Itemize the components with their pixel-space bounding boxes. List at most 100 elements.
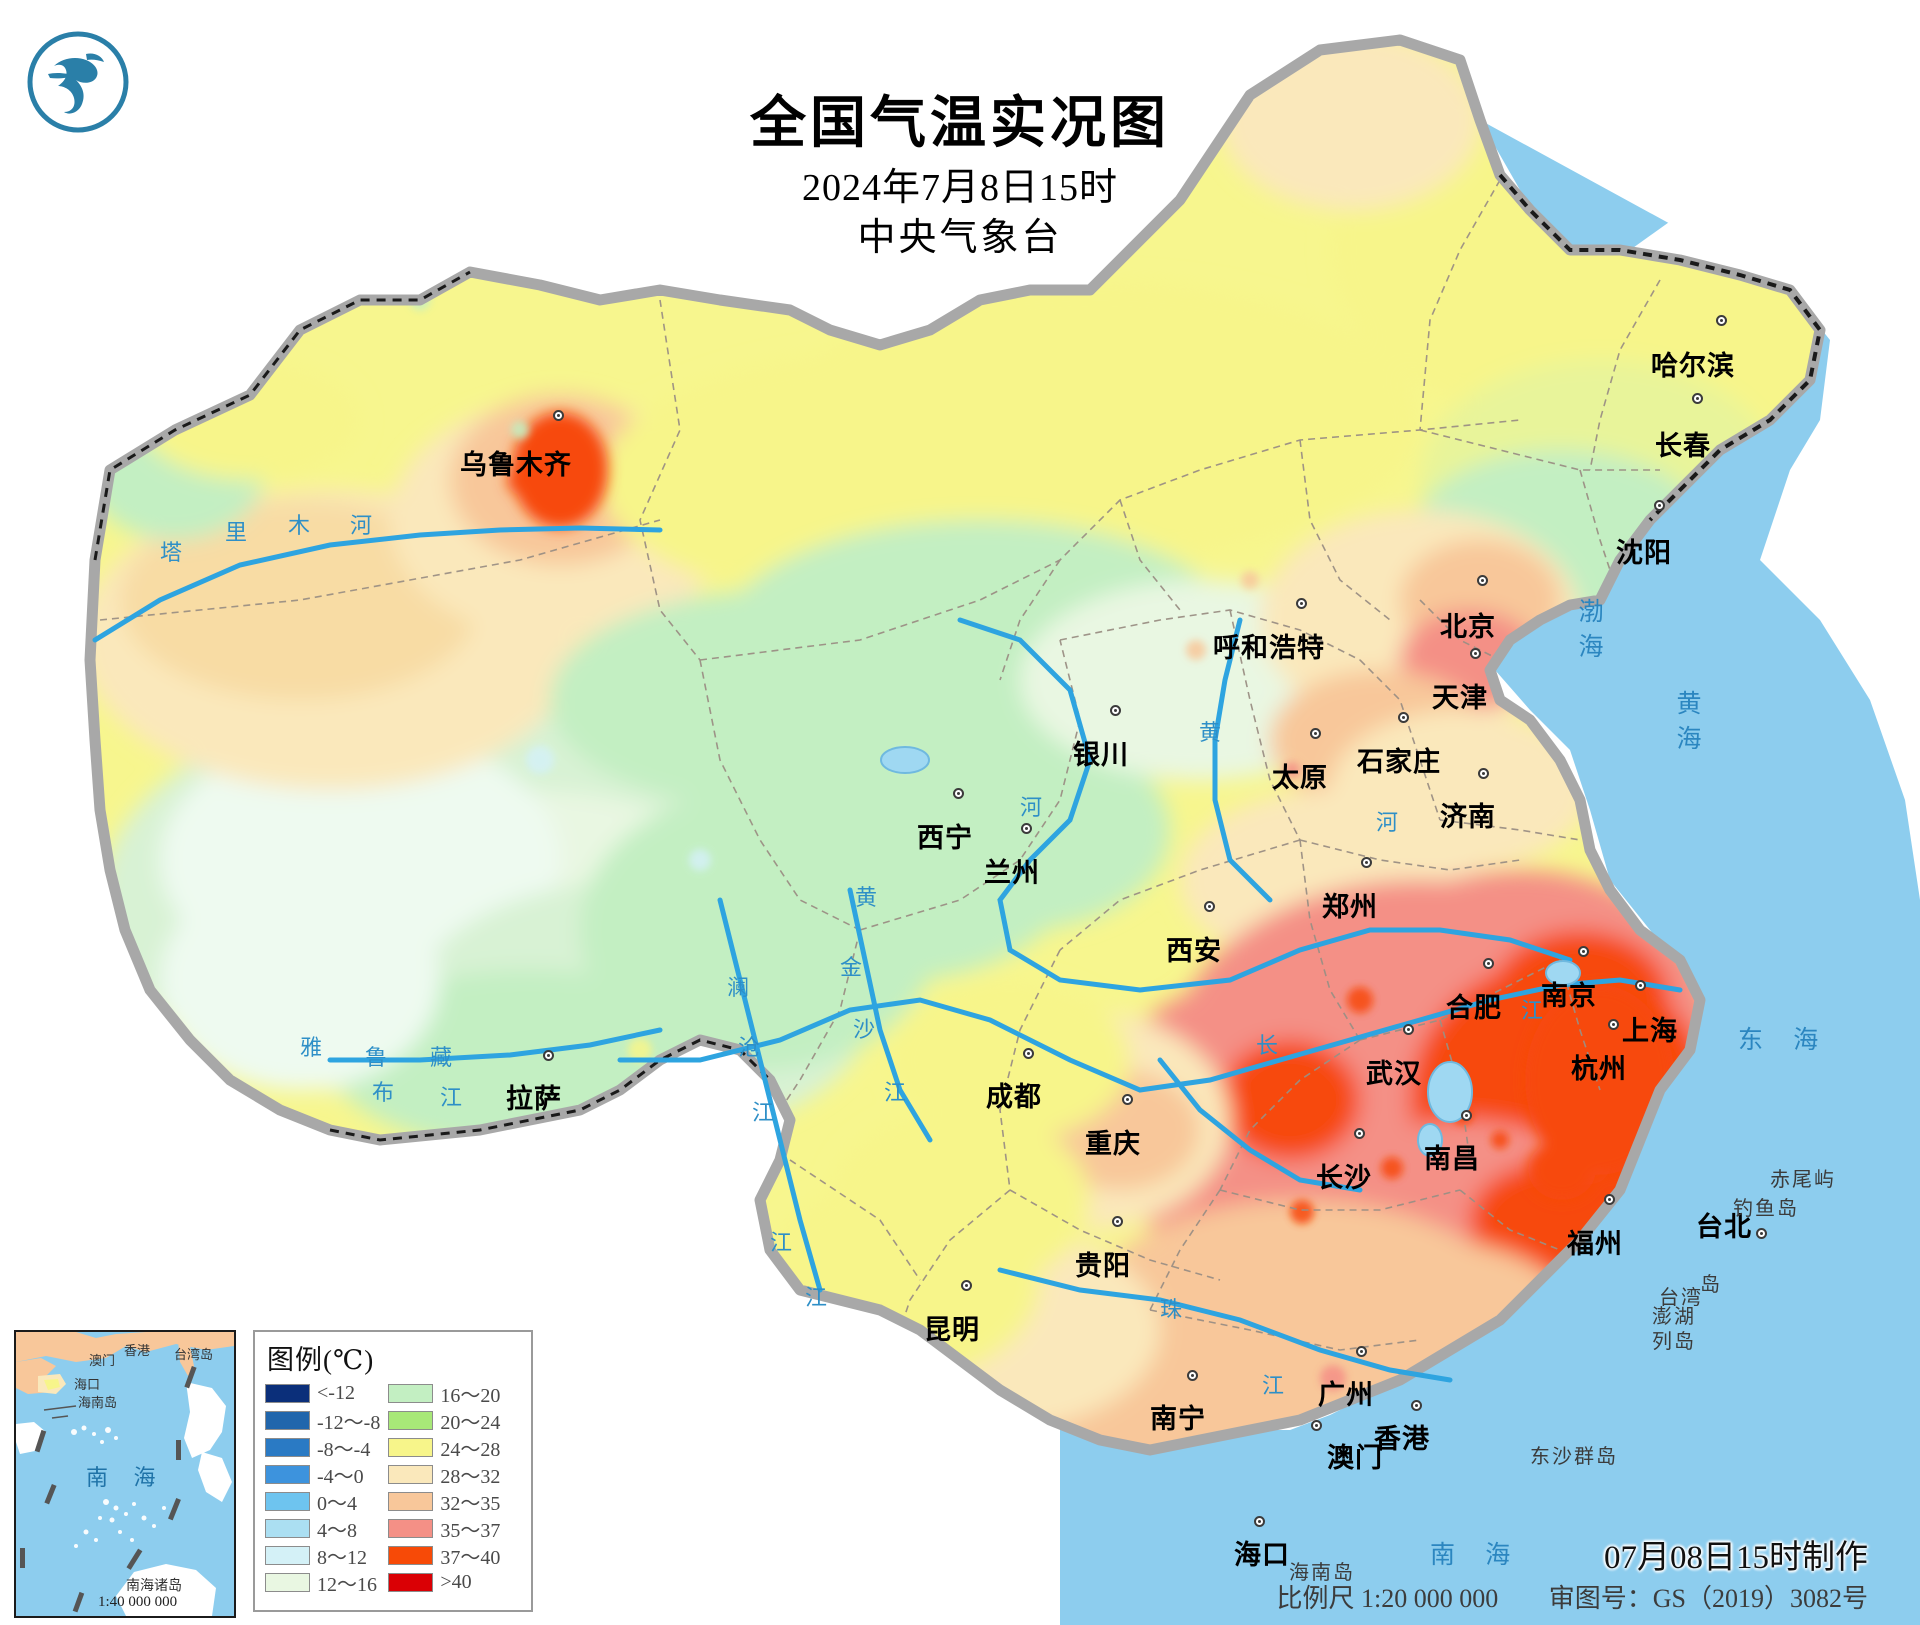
yangtze-river <box>617 977 1683 1093</box>
city-marker-dot <box>543 1050 554 1061</box>
island-label: 赤尾屿 <box>1770 1169 1836 1191</box>
river-label: 藏 <box>430 1045 455 1070</box>
river-label: 鲁 <box>365 1045 390 1070</box>
legend-label: -4～0 <box>317 1466 364 1488</box>
sea-label-vertical: 黄海 <box>1673 690 1700 760</box>
city-marker-dot <box>1411 1400 1422 1411</box>
city-marker-dot <box>1110 705 1121 716</box>
yellow-river <box>957 617 1573 993</box>
city-label: 重庆 <box>1085 1129 1141 1160</box>
city-label: 乌鲁木齐 <box>460 450 572 481</box>
ocean-fill <box>1060 120 1920 1625</box>
legend-swatch <box>265 1465 310 1484</box>
city-label: 南昌 <box>1424 1144 1480 1175</box>
river-label: 河 <box>350 513 375 538</box>
legend-swatch <box>265 1519 310 1538</box>
city-label: 上海 <box>1622 1016 1678 1047</box>
legend-entry: >40 <box>388 1570 500 1595</box>
legend-label: 8～12 <box>317 1547 367 1569</box>
legend-entry: 4～8 <box>265 1516 380 1542</box>
legend-entry: 8～12 <box>265 1543 380 1569</box>
river-label: 珠 <box>1160 1297 1185 1322</box>
legend-column-left: <-12 -12～-8 -8～-4 -4～0 0～4 4～8 8～12 12～16 <box>265 1381 380 1596</box>
map-approval-number: 审图号：GS（2019）3082号 <box>1548 1584 1868 1613</box>
legend-swatch <box>388 1384 434 1403</box>
city-label: 西安 <box>1166 936 1222 967</box>
city-marker-dot <box>1477 575 1488 586</box>
river-label: 江 <box>770 1230 795 1255</box>
legend-column-right: 16～20 20～24 24～28 28～32 32～35 35～37 37～40 >40 <box>388 1381 500 1595</box>
inset-place-label: 澳门 <box>89 1353 116 1368</box>
border-dash-ne <box>1498 173 1823 522</box>
river-label: 黄 <box>1199 720 1224 745</box>
river-label: 长 <box>1256 1033 1281 1058</box>
inset-place-label: 海口 <box>74 1377 101 1392</box>
river-label: 河 <box>1376 810 1401 835</box>
sea-label: 南 海 <box>1430 1542 1523 1569</box>
legend-swatch <box>388 1438 434 1457</box>
city-marker-dot <box>1021 823 1032 834</box>
city-marker-dot <box>1654 500 1665 511</box>
city-label: 台北 <box>1696 1212 1752 1243</box>
legend-label: 20～24 <box>440 1412 501 1434</box>
pearl-river <box>997 1267 1453 1383</box>
city-label: 天津 <box>1432 683 1488 714</box>
legend-swatch <box>388 1465 434 1484</box>
island-label: 澎湖 <box>1652 1306 1696 1328</box>
legend-entry: 12～16 <box>265 1570 380 1596</box>
city-marker-dot <box>1354 1128 1365 1139</box>
map-scale: 比例尺 1:20 000 000 <box>1276 1584 1499 1613</box>
river-label: 江 <box>805 1285 830 1310</box>
legend-title: 图例(℃) <box>267 1345 375 1375</box>
city-marker-dot <box>1310 728 1321 739</box>
legend-label: -8～-4 <box>317 1439 371 1461</box>
city-label: 合肥 <box>1446 993 1502 1024</box>
city-marker-dot <box>553 410 564 421</box>
city-marker-dot <box>1635 980 1646 991</box>
city-label: 海口 <box>1234 1540 1290 1571</box>
river-label: 金 <box>840 955 865 980</box>
river-label: 澜 <box>727 975 752 1000</box>
city-marker-dot <box>1296 598 1307 609</box>
inset-sea-label: 南 海 <box>86 1465 166 1490</box>
legend-entry: -12～-8 <box>265 1408 380 1434</box>
inset-place-label: 香港 <box>124 1343 151 1358</box>
legend-swatch <box>388 1573 434 1592</box>
city-label: 广州 <box>1318 1380 1374 1411</box>
legend-swatch <box>265 1546 310 1565</box>
city-marker-dot <box>1187 1370 1198 1381</box>
city-label: 西宁 <box>917 823 973 854</box>
city-label: 香港 <box>1374 1424 1430 1455</box>
city-label: 郑州 <box>1322 892 1378 923</box>
city-label: 长沙 <box>1316 1163 1372 1194</box>
island-label: 海南岛 <box>1289 1562 1355 1584</box>
city-label: 济南 <box>1440 802 1496 833</box>
province-boundaries <box>99 179 1661 1361</box>
inset-place-label: 台湾岛 <box>174 1347 214 1362</box>
island-label: 钓鱼岛 <box>1733 1198 1799 1220</box>
korea-japan-landmass <box>1630 100 1920 640</box>
legend-label: 35～37 <box>440 1520 501 1542</box>
legend-swatch <box>265 1411 310 1430</box>
city-marker-dot <box>1604 1194 1615 1205</box>
river-label: 江 <box>884 1080 909 1105</box>
inset-scale: 1:40 000 000 <box>98 1594 178 1610</box>
river-label: 黄 <box>855 885 880 910</box>
city-marker-dot <box>1112 1216 1123 1227</box>
city-label: 石家庄 <box>1357 747 1441 778</box>
legend-swatch <box>388 1546 434 1565</box>
tarim-river <box>92 525 663 643</box>
city-marker-dot <box>1403 1024 1414 1035</box>
legend-swatch <box>388 1519 434 1538</box>
legend-label: 24～28 <box>440 1439 501 1461</box>
city-label: 成都 <box>986 1082 1042 1113</box>
yarlung-river <box>327 1027 663 1063</box>
lancang-river <box>717 897 823 1293</box>
city-label: 福州 <box>1567 1229 1623 1260</box>
river-label: 江 <box>1262 1373 1287 1398</box>
city-label: 呼和浩特 <box>1213 633 1325 664</box>
legend-label: 32～35 <box>440 1493 501 1515</box>
legend-label: 28～32 <box>440 1466 501 1488</box>
legend-label: 4～8 <box>317 1520 357 1542</box>
temperature-legend: 图例(℃) <-12 -12～-8 -8～-4 -4～0 0～4 4～8 8～12 12～16… <box>253 1330 533 1612</box>
